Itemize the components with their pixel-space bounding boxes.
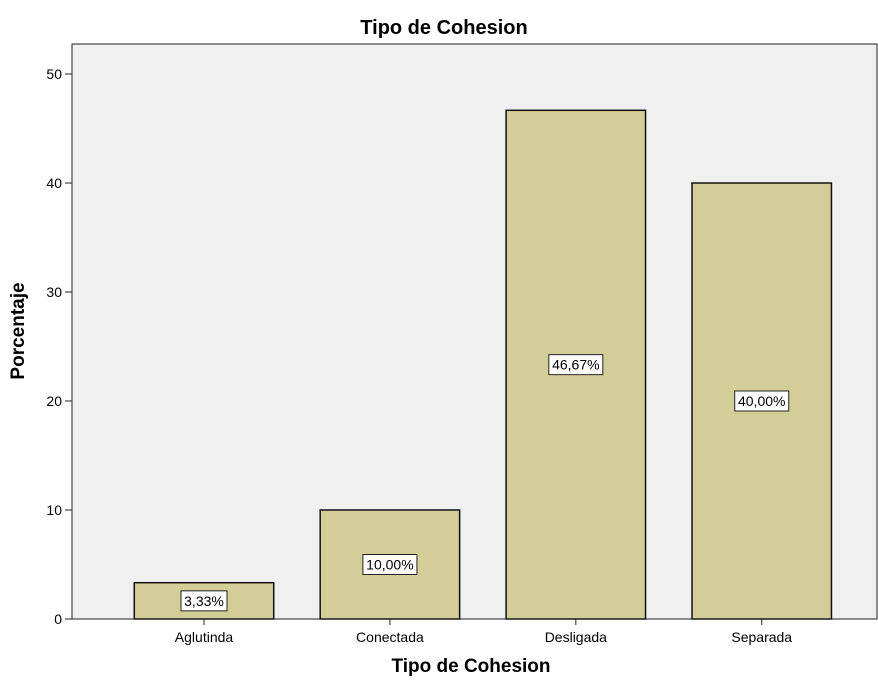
y-tick-label: 30	[46, 284, 62, 300]
y-tick-label: 10	[46, 502, 62, 518]
x-tick-label: Desligada	[545, 629, 607, 645]
x-axis: Aglutinda Conectada Desligada Separada	[72, 618, 877, 645]
y-tick-label: 20	[46, 393, 62, 409]
x-axis-title: Tipo de Cohesion	[391, 656, 550, 677]
y-tick-label: 40	[46, 175, 62, 191]
bars-group: 3,33% 10,00% 46,67% 40,00%	[133, 109, 833, 620]
y-axis: 0 10 20 30 40 50	[46, 44, 73, 627]
data-label: 46,67%	[552, 357, 599, 373]
x-tick-label: Separada	[731, 629, 792, 645]
data-label: 40,00%	[738, 393, 785, 409]
data-label-box	[180, 590, 228, 612]
y-tick-label: 0	[54, 611, 62, 627]
data-label-box	[548, 354, 604, 376]
data-label: 3,33%	[184, 593, 224, 609]
x-tick-label: Conectada	[356, 629, 424, 645]
y-axis-title: Porcentaje	[8, 282, 29, 379]
chart-title: Tipo de Cohesion	[360, 17, 527, 39]
data-label-box	[734, 390, 790, 412]
data-label-box	[362, 554, 418, 575]
data-label: 10,00%	[366, 557, 413, 573]
x-tick-label: Aglutinda	[175, 629, 234, 645]
y-tick-label: 50	[46, 66, 62, 82]
